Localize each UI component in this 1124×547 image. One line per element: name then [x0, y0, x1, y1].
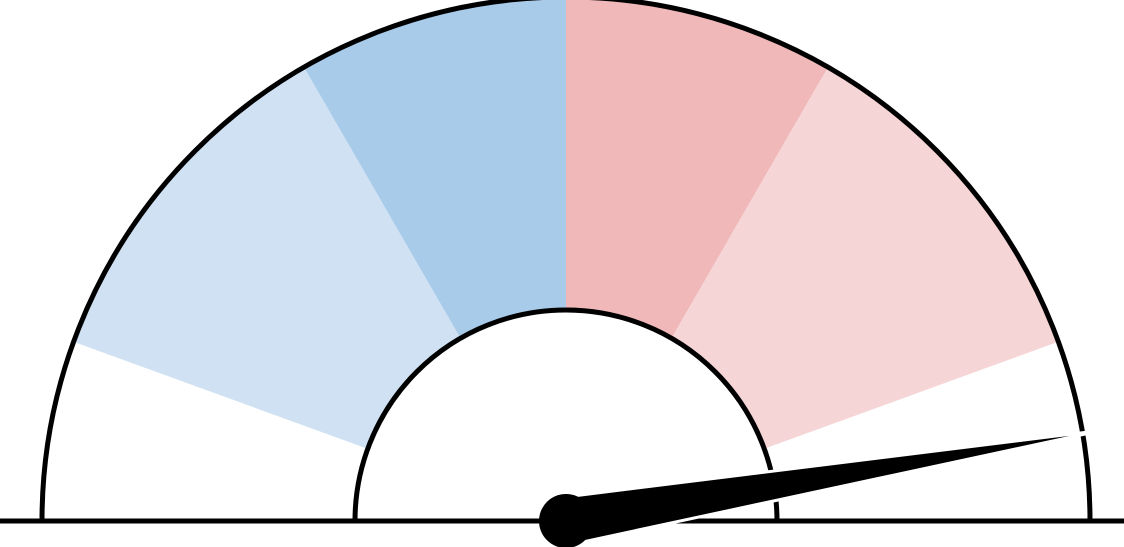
- gauge-outer-arc: [39, 0, 1093, 522]
- gauge-inner-arc: [352, 307, 780, 522]
- needle-hub: [539, 494, 593, 547]
